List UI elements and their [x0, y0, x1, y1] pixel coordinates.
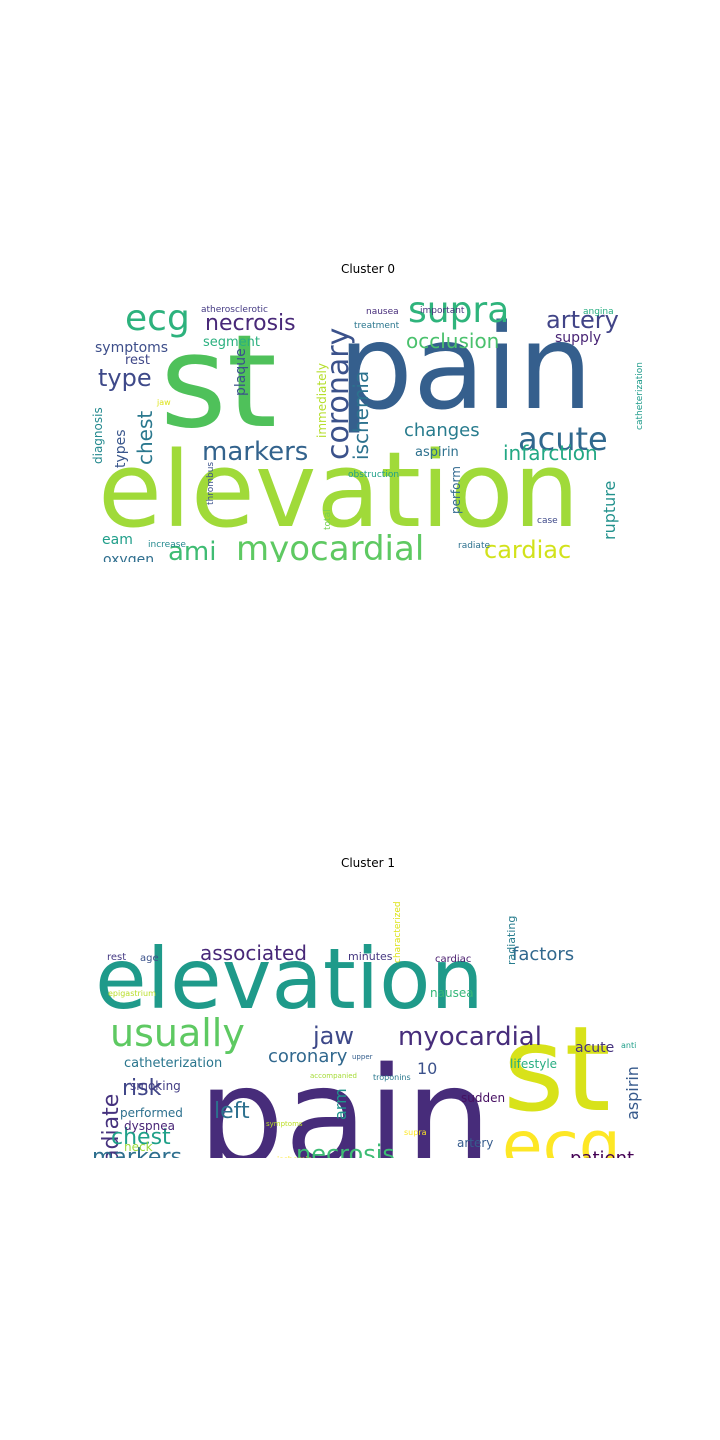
word-radiating: radiating	[505, 916, 518, 965]
word-rest: rest	[125, 353, 150, 368]
word-ecg: ecg	[502, 1107, 621, 1158]
word-infarction: infarction	[503, 441, 598, 465]
word-catheterization: catheterization	[635, 362, 645, 430]
cluster-1-wordcloud: elevationpainstecgretrosternalusuallymyo…	[90, 872, 646, 1158]
word-angina: angina	[583, 307, 614, 317]
word-dyspnea: dyspnea	[124, 1119, 175, 1133]
word-radiate: radiate	[458, 541, 490, 551]
cluster-1-title: Cluster 1	[340, 856, 396, 870]
word-nausea: nausea	[430, 986, 474, 1000]
word-pain: pain	[338, 298, 593, 436]
word-left: left	[214, 1099, 250, 1124]
word-performed: performed	[120, 1106, 183, 1120]
word-smoking: smoking	[130, 1079, 181, 1093]
word-obstruction: obstruction	[348, 470, 399, 480]
word-aspirin: aspirin	[415, 445, 459, 460]
word-diagnosis: diagnosis	[91, 407, 105, 464]
word-st: st	[503, 1000, 611, 1138]
word-plaque: plaque	[233, 348, 249, 396]
word-case: case	[537, 516, 558, 526]
word-ischemia: ischemia	[277, 1155, 313, 1158]
word-perform: perform	[449, 466, 463, 514]
word-accompanied: accompanied	[310, 1072, 357, 1080]
word-characterized: characterized	[393, 901, 403, 963]
word-markers: markers	[202, 437, 308, 467]
word-coronary: coronary	[268, 1046, 348, 1067]
word-upper: upper	[352, 1053, 373, 1061]
word-epigastrium: epigastrium	[108, 989, 156, 998]
word-supra: supra	[408, 290, 509, 331]
word-symptoms: symptoms	[95, 340, 168, 356]
word-supply: supply	[555, 330, 601, 346]
word-ami: ami	[168, 537, 216, 562]
cluster-1-wordcloud-svg: elevationpainstecgretrosternalusuallymyo…	[92, 901, 642, 1158]
word-chest: chest	[133, 411, 157, 465]
word-supra: supra	[404, 1128, 427, 1137]
word-age: age	[140, 953, 159, 964]
word-troponins: troponins	[373, 1073, 411, 1082]
word-oxygen: oxygen	[103, 552, 154, 562]
word-radiate: radiate	[99, 1094, 124, 1158]
word-sudden: sudden	[461, 1091, 505, 1105]
word-myocardial: myocardial	[236, 529, 424, 562]
word-necrosis: necrosis	[205, 311, 296, 336]
word-atherosclerotic: atherosclerotic	[201, 305, 268, 315]
word-lifestyle: lifestyle	[510, 1057, 557, 1071]
word-types: types	[113, 429, 129, 468]
word-chest: chest	[111, 1125, 171, 1150]
word-ecg: ecg	[125, 298, 190, 339]
word-artery: artery	[457, 1136, 493, 1150]
word-associated: associated	[200, 941, 307, 965]
word-thrombus: thrombus	[206, 462, 216, 505]
word-risk: risk	[122, 1076, 162, 1101]
word-ischemia: ischemia	[349, 371, 373, 460]
word-rupture: rupture	[600, 481, 619, 540]
word-acute: acute	[518, 420, 608, 458]
word-acute: acute	[575, 1040, 614, 1056]
word-total: total	[323, 509, 333, 530]
word-changes: changes	[404, 420, 480, 441]
word-coronary: coronary	[321, 328, 356, 460]
word-minutes: minutes	[348, 950, 393, 963]
word-anti: anti	[621, 1041, 636, 1050]
word-markers: markers	[92, 1145, 182, 1158]
word-important: important	[420, 306, 465, 316]
word-increase: increase	[148, 540, 186, 550]
word-rest: rest	[107, 952, 126, 963]
word-treatment: treatment	[354, 321, 400, 331]
word-catheterization: catheterization	[124, 1056, 222, 1071]
word-necrosis: necrosis	[296, 1140, 395, 1158]
word-cardiac: cardiac	[484, 536, 571, 562]
word-factors: factors	[512, 944, 574, 965]
word-myocardial: myocardial	[398, 1022, 542, 1052]
word-elevation: elevation	[98, 429, 579, 551]
word-neck: neck	[124, 1140, 153, 1154]
word-patient: patient	[570, 1148, 634, 1158]
word-elevation: elevation	[95, 930, 484, 1028]
word-pain: pain	[198, 1039, 492, 1158]
word-jaw: jaw	[156, 398, 171, 407]
word-symptoms: symptoms	[266, 1120, 303, 1128]
word-nausea: nausea	[366, 307, 399, 317]
word-arm: arm	[331, 1088, 350, 1120]
word-immediately: immediately	[315, 363, 329, 438]
cluster-0-title: Cluster 0	[340, 262, 396, 276]
word-aspirin: aspirin	[623, 1066, 642, 1120]
word-eam: eam	[102, 532, 133, 548]
word-st: st	[160, 308, 277, 457]
word-occlusion: occlusion	[406, 329, 499, 353]
word-artery: artery	[546, 306, 619, 334]
word-10: 10	[417, 1059, 437, 1078]
word-segment: segment	[203, 335, 260, 350]
word-cardiac: cardiac	[435, 954, 471, 965]
word-usually: usually	[110, 1011, 245, 1055]
cluster-0-wordcloud: st pain elevation ecg supra acute coronary necr…	[90, 278, 646, 562]
word-jaw: jaw	[312, 1022, 354, 1050]
word-type: type	[98, 364, 152, 392]
